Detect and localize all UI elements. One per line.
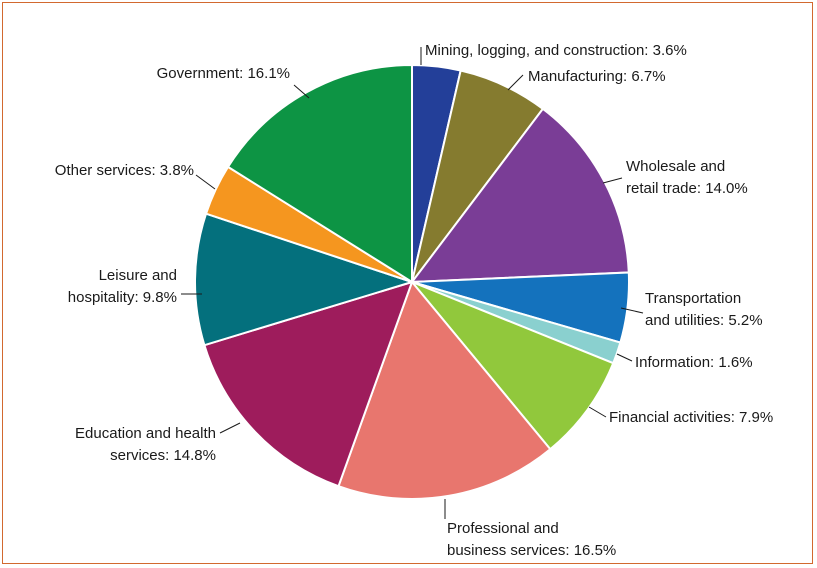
slice-label: Leisure and hospitality: 9.8%	[68, 267, 177, 306]
slice-label: Professional and business services: 16.5%	[447, 520, 616, 559]
slice-label: Manufacturing: 6.7%	[528, 68, 666, 85]
leader-line	[602, 177, 623, 184]
slice-label: Other services: 3.8%	[55, 162, 194, 179]
slice-label: Transportation and utilities: 5.2%	[645, 290, 763, 329]
pie-slice-financial-activities	[411, 281, 615, 451]
slice-label: Government: 16.1%	[157, 65, 290, 82]
leader-line	[219, 422, 241, 434]
slice-label: Information: 1.6%	[635, 354, 753, 371]
leader-line	[616, 353, 633, 362]
leader-line	[620, 307, 644, 314]
pie-chart: Mining, logging, and construction: 3.6% M…	[55, 42, 773, 559]
slice-label: Wholesale and retail trade: 14.0%	[626, 158, 748, 197]
pie-slice-wholesale-and-retail-trade	[409, 107, 630, 284]
pie-slice-education-and-health-services	[203, 280, 414, 488]
leader-line	[588, 406, 607, 418]
leader-line	[293, 84, 310, 99]
pie-slice-government	[226, 63, 413, 284]
pie-slice-leisure-and-hospitality	[194, 212, 416, 347]
leader-line	[507, 74, 524, 91]
slice-label: Education and health services: 14.8%	[75, 425, 216, 464]
slice-label: Financial activities: 7.9%	[609, 409, 773, 426]
pie-slice-professional-and-business-services	[337, 280, 552, 500]
slice-label: Mining, logging, and construction: 3.6%	[425, 42, 687, 59]
leader-line	[195, 174, 216, 190]
